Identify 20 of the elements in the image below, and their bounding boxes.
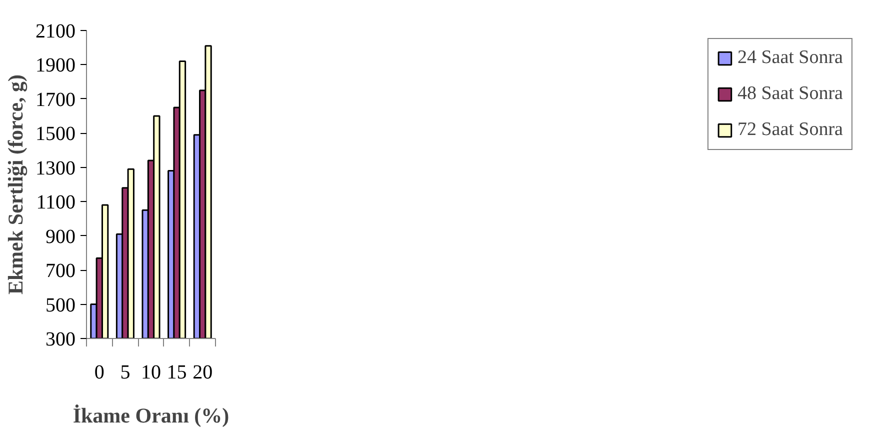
legend-label: 72 Saat Sonra: [737, 119, 843, 141]
legend-label: 24 Saat Sonra: [737, 47, 843, 69]
y-tick-label: 300: [46, 328, 76, 350]
y-tick-label: 700: [46, 260, 76, 282]
y-tick-label: 1900: [36, 54, 76, 77]
legend-label: 48 Saat Sonra: [737, 83, 843, 105]
x-tick-label: 10: [141, 362, 161, 384]
y-tick-label: 1100: [36, 192, 76, 214]
x-tick-label: 15: [166, 362, 187, 384]
y-tick-label: 500: [46, 294, 76, 316]
x-tick-label: 20: [192, 362, 213, 384]
y-tick-label: 1700: [36, 88, 76, 111]
y-tick-label: 2100: [36, 20, 76, 42]
y-tick-label: 1500: [36, 123, 76, 146]
y-tick-label: 900: [46, 226, 76, 248]
x-axis-title: İkame Oranı (%): [72, 404, 230, 428]
x-tick-label: 5: [120, 362, 130, 384]
y-tick-label: 1300: [36, 157, 76, 180]
x-tick-label: 0: [94, 362, 104, 384]
y-axis-title: Ekmek Sertliği (force, g): [4, 74, 28, 295]
